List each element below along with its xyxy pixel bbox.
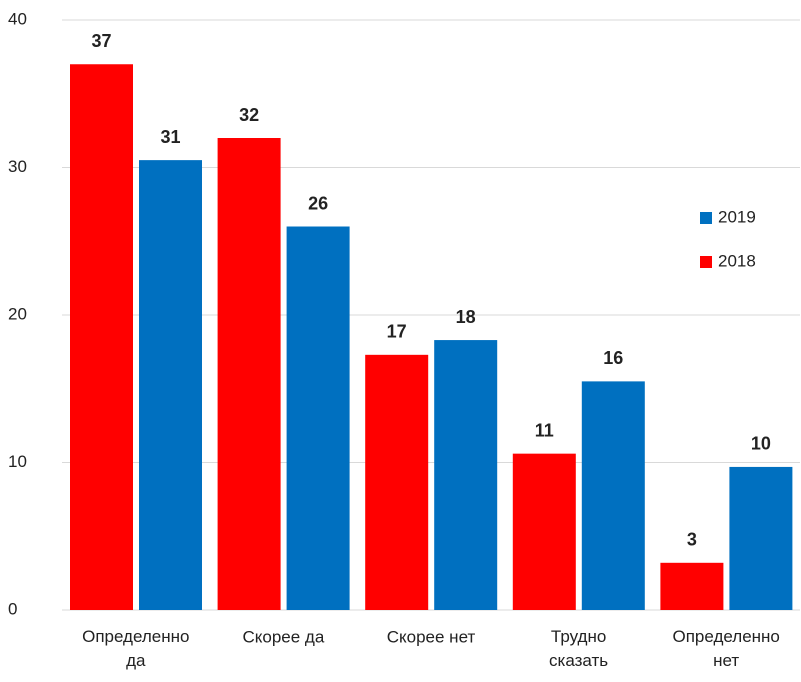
bar: [70, 64, 133, 610]
value-label: 11: [535, 420, 554, 440]
x-tick-label: Трудно сказать: [549, 627, 608, 670]
x-tick-label: Определенно да: [82, 627, 189, 670]
bar: [286, 226, 350, 610]
x-tick-label: Скорее нет: [387, 627, 476, 646]
value-label: 32: [239, 105, 259, 125]
legend-swatch: [700, 212, 712, 224]
bar: [660, 562, 724, 610]
x-tick-label: Скорее да: [242, 627, 324, 646]
bar: [365, 354, 429, 610]
value-label: 18: [456, 307, 476, 327]
legend-label: 2018: [718, 251, 756, 270]
bar: [139, 160, 202, 610]
x-tick-label: Определенно нет: [673, 627, 780, 670]
value-label: 37: [91, 31, 111, 51]
y-tick-label: 40: [8, 9, 27, 28]
legend-swatch: [700, 256, 712, 268]
bar: [512, 453, 576, 610]
y-tick-label: 30: [8, 157, 27, 176]
value-label: 17: [387, 322, 407, 342]
value-label: 26: [308, 193, 328, 213]
y-tick-label: 0: [8, 599, 17, 618]
value-label: 16: [603, 348, 623, 368]
bar: [581, 381, 645, 610]
legend-label: 2019: [718, 207, 756, 226]
y-tick-label: 20: [8, 304, 27, 323]
value-label: 3: [687, 530, 697, 550]
value-label: 10: [751, 434, 771, 454]
bar: [217, 138, 281, 610]
bar: [434, 340, 498, 610]
value-label: 31: [160, 127, 180, 147]
y-tick-label: 10: [8, 452, 27, 471]
bar: [729, 466, 793, 610]
